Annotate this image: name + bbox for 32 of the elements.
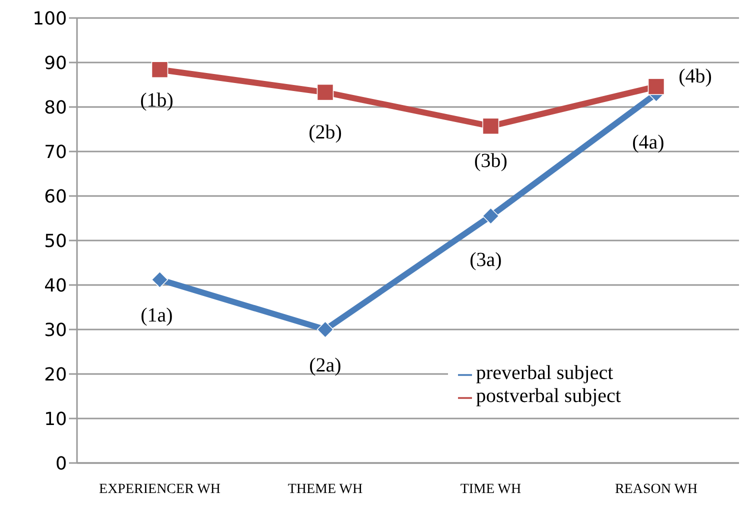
point [482, 118, 500, 135]
point [648, 78, 665, 95]
annotation: (4a) [632, 132, 664, 154]
point [151, 61, 168, 78]
y-tick-label: 90 [44, 52, 67, 74]
annotation: (4b) [678, 66, 712, 88]
y-tick-label: 40 [44, 275, 67, 296]
annotation: (2b) [308, 121, 342, 144]
y-tick-label: 100 [32, 8, 67, 30]
y-tick-label: 10 [44, 408, 67, 430]
point [316, 84, 334, 101]
y-tick-label: 0 [56, 453, 67, 474]
point [151, 271, 168, 288]
x-tick-label: REASON WH [614, 482, 698, 497]
y-tick-label: 80 [44, 97, 67, 118]
annotation: (1a) [140, 304, 173, 327]
y-tick-label: 20 [44, 364, 67, 386]
legend-label: preverbal subject [476, 362, 614, 384]
x-tick-label: EXPERIENCER WH [99, 482, 220, 497]
annotation: (3b) [474, 150, 508, 172]
y-tick-label: 60 [44, 186, 67, 208]
point [316, 321, 334, 338]
annotation: (2a) [309, 354, 342, 376]
x-tick-label: TIME WH [460, 482, 522, 497]
y-tick-label: 70 [44, 142, 67, 163]
y-tick-label: 50 [44, 230, 67, 252]
annotation: (1b) [140, 90, 174, 112]
y-tick-label: 30 [44, 320, 67, 341]
point [482, 208, 500, 224]
x-tick-label: THEME WH [288, 482, 363, 497]
legend-label: postverbal subject [476, 385, 621, 407]
annotation: (3a) [470, 249, 502, 272]
